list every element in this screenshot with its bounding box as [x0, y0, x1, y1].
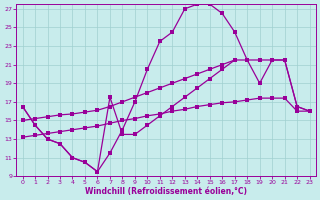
X-axis label: Windchill (Refroidissement éolien,°C): Windchill (Refroidissement éolien,°C): [85, 187, 247, 196]
